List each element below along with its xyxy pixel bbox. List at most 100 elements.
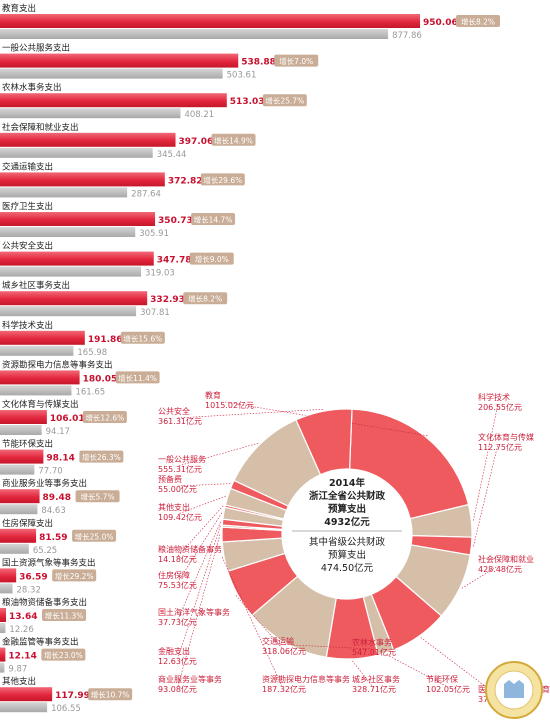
value-label-2013: 106.55	[51, 704, 81, 714]
center-inner-line: 其中省级公共财政	[309, 536, 386, 548]
value-label-2013: 94.17	[46, 427, 70, 437]
category-label: 医疗卫生支出	[2, 201, 53, 212]
donut-slice	[295, 408, 353, 476]
growth-label: 增长11.3%	[45, 611, 84, 621]
slice-value: 547.01亿元	[352, 647, 396, 657]
value-label-2014: 13.64	[9, 612, 37, 622]
growth-label: 增长11.4%	[118, 373, 157, 383]
growth-label: 增长25.0%	[75, 531, 114, 541]
value-label-2014: 12.14	[8, 652, 36, 662]
growth-label: 增长8.2%	[461, 17, 495, 27]
value-label-2014: 36.59	[19, 572, 47, 582]
slice-value: 109.42亿元	[158, 512, 202, 522]
bar-2013	[0, 227, 136, 237]
value-label-2013: 161.65	[75, 387, 105, 397]
slice-label: 科学技术	[478, 392, 510, 402]
bar-2014	[0, 291, 148, 306]
category-label: 国土资源气象等事务支出	[2, 557, 96, 568]
leader-line	[177, 521, 221, 620]
center-inner-line: 预算支出	[328, 549, 366, 561]
category-label: 交通运输支出	[2, 161, 53, 172]
value-label-2014: 106.01	[50, 414, 85, 424]
slice-value: 12.63亿元	[158, 656, 197, 666]
bar-2013	[0, 583, 13, 594]
growth-label: 增长14.7%	[194, 215, 233, 225]
leader-line	[177, 408, 324, 419]
slice-value: 361.31亿元	[158, 416, 202, 426]
bar-2013	[0, 306, 137, 317]
growth-badge	[42, 609, 87, 621]
slice-value: 14.18亿元	[158, 554, 197, 564]
growth-label: 增长9.0%	[195, 254, 229, 264]
value-label-2014: 350.73	[158, 216, 193, 226]
slice-label: 住房保障	[158, 570, 190, 580]
bar-2013	[0, 543, 29, 554]
bar-2013	[0, 108, 181, 119]
bar-2013	[0, 504, 38, 515]
leader-line	[177, 442, 259, 467]
bar-2013	[0, 345, 74, 356]
category-label: 资源勘探电力信息等事务支出	[2, 359, 113, 370]
value-label-2014: 513.03	[230, 97, 265, 107]
growth-badge	[262, 94, 307, 107]
bar-2013	[0, 702, 48, 713]
category-label: 科学技术支出	[2, 320, 53, 331]
bar-2014	[0, 528, 37, 543]
bar-2013	[0, 464, 35, 475]
growth-badge	[120, 331, 165, 344]
value-label-2013: 9.87	[8, 665, 27, 675]
center-title-line: 4932亿元	[324, 516, 370, 528]
slice-label: 商业服务业等事务	[158, 674, 222, 684]
growth-badge	[115, 371, 160, 384]
slice-label: 社会保障和就业	[478, 554, 534, 564]
bar-2014	[0, 132, 176, 147]
leader-line	[461, 565, 499, 589]
slice-value: 555.31亿元	[158, 464, 202, 474]
category-label: 城乡社区事务支出	[2, 280, 70, 291]
bar-2013	[0, 68, 223, 79]
slice-value: 318.06亿元	[262, 646, 306, 656]
bar-2014	[0, 53, 239, 68]
bar-2013	[0, 187, 128, 198]
growth-badge	[183, 292, 228, 305]
category-label: 节能环保支出	[2, 439, 53, 450]
growth-badge	[82, 411, 127, 423]
slice-value: 37.73亿元	[158, 617, 197, 627]
slice-value: 55.00亿元	[158, 484, 197, 494]
growth-label: 增长12.6%	[85, 413, 124, 423]
bar-2014	[0, 330, 85, 345]
bar-2014	[0, 489, 40, 504]
category-label: 其他支出	[2, 676, 36, 687]
bar-2014	[0, 568, 17, 583]
slice-label: 一般公共服务	[158, 454, 206, 464]
logo-castle	[504, 680, 524, 698]
bar-2013	[0, 29, 389, 39]
bar-2014	[0, 212, 156, 226]
slice-label: 公共安全	[158, 406, 190, 416]
bar-2014	[0, 14, 420, 28]
leader-line	[235, 595, 283, 649]
slice-label: 农林水事务	[352, 637, 392, 647]
value-label-2014: 81.59	[39, 533, 67, 543]
value-label-2014: 372.82	[168, 176, 203, 186]
slice-label: 其他支出	[158, 502, 190, 512]
bar-2014	[0, 687, 53, 702]
logo-badge	[485, 661, 543, 719]
growth-badge	[79, 450, 124, 463]
leader-line	[352, 660, 373, 687]
category-label: 文化体育与传媒支出	[2, 399, 79, 410]
growth-label: 增长25.7%	[265, 96, 304, 106]
growth-badge	[41, 648, 86, 661]
donut-slice	[348, 408, 470, 520]
slice-label: 金融支出	[158, 646, 190, 656]
slice-value: 112.75亿元	[478, 442, 522, 452]
growth-badge	[200, 173, 245, 186]
bar-2014	[0, 93, 227, 108]
slice-label: 交通运输	[262, 636, 294, 646]
value-label-2013: 503.61	[227, 71, 257, 81]
bar-2014	[0, 370, 80, 385]
leader-line	[472, 403, 499, 521]
value-label-2013: 165.98	[77, 348, 107, 358]
value-label-2013: 408.21	[184, 110, 214, 120]
growth-badge	[75, 490, 120, 503]
